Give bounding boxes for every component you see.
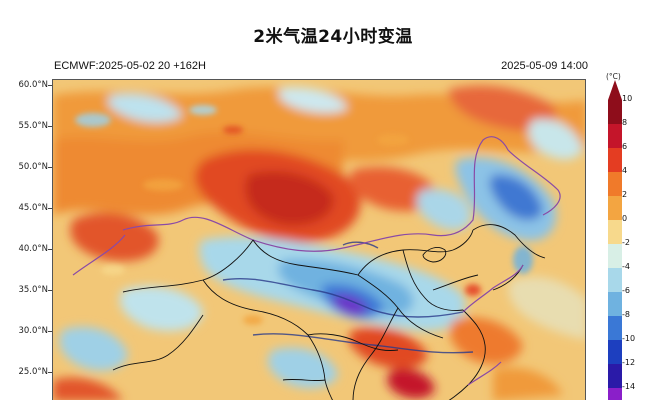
lat-tick (48, 331, 52, 332)
colorbar-swatch (608, 100, 622, 124)
lat-tick (48, 85, 52, 86)
colorbar-label: 10 (622, 94, 633, 103)
lat-tick (48, 208, 52, 209)
colorbar-swatch (608, 196, 622, 220)
colorbar (608, 80, 622, 400)
temperature-change-map[interactable] (52, 79, 586, 400)
colorbar-swatch (608, 292, 622, 316)
lat-tick (48, 126, 52, 127)
province-boundaries (112, 224, 546, 400)
colorbar-swatch (608, 268, 622, 292)
colorbar-swatch (608, 388, 622, 400)
valid-time-label: 2025-05-09 14:00 (501, 60, 588, 72)
lat-label-50: 50.0°N (18, 162, 48, 172)
colorbar-swatch (608, 316, 622, 340)
colorbar-label: -6 (622, 286, 630, 295)
colorbar-label: -4 (622, 262, 630, 271)
colorbar-swatch (608, 172, 622, 196)
colorbar-swatch (608, 124, 622, 148)
lat-tick (48, 249, 52, 250)
lat-tick (48, 290, 52, 291)
map-title: 2米气温24小时变温 (253, 27, 413, 47)
lat-label-25: 25.0°N (18, 367, 48, 377)
temperature-speckle (75, 105, 533, 325)
colorbar-extend-triangle (608, 80, 622, 100)
colorbar-label: 0 (622, 214, 628, 223)
model-run-label: ECMWF:2025-05-02 20 +162H (54, 60, 206, 72)
lat-label-45: 45.0°N (18, 203, 48, 213)
colorbar-label: -2 (622, 238, 630, 247)
colorbar-label: -12 (622, 358, 636, 367)
map-canvas (53, 80, 585, 400)
lat-label-55: 55.0°N (18, 121, 48, 131)
colorbar-label: 6 (622, 142, 628, 151)
colorbar-label: 2 (622, 190, 628, 199)
lat-label-60: 60.0°N (18, 80, 48, 90)
colorbar-label: -10 (622, 334, 636, 343)
lat-label-40: 40.0°N (18, 244, 48, 254)
colorbar-swatch (608, 340, 622, 364)
country-boundary (72, 136, 561, 276)
colorbar-unit: (°C) (606, 72, 621, 81)
colorbar-swatch (608, 148, 622, 172)
rivers (222, 241, 474, 354)
colorbar-label: 4 (622, 166, 628, 175)
lat-tick (48, 167, 52, 168)
lat-tick (48, 372, 52, 373)
colorbar-swatch (608, 220, 622, 244)
lat-label-35: 35.0°N (18, 285, 48, 295)
coastline (462, 264, 524, 386)
colorbar-swatch (608, 364, 622, 388)
colorbar-label: -14 (622, 382, 636, 391)
colorbar-label: 8 (622, 118, 628, 127)
lat-label-30: 30.0°N (18, 326, 48, 336)
colorbar-swatch (608, 244, 622, 268)
colorbar-label: -8 (622, 310, 630, 319)
